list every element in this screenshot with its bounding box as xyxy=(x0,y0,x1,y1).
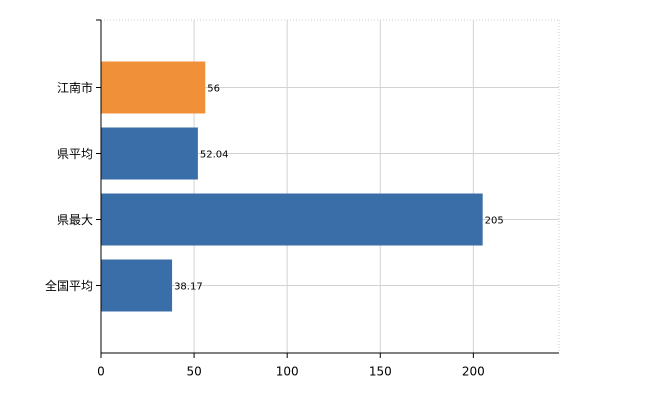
y-tick-label: 県最大 xyxy=(57,213,93,227)
bar xyxy=(101,61,206,114)
value-label: 38.17 xyxy=(174,282,203,293)
y-tick-label: 県平均 xyxy=(57,147,93,161)
value-label: 56 xyxy=(207,84,220,95)
y-tick-label: 江南市 xyxy=(57,80,93,95)
x-tick-label: 100 xyxy=(276,365,299,379)
value-label: 205 xyxy=(485,216,504,227)
x-tick-label: 50 xyxy=(186,365,201,379)
x-tick-label: 200 xyxy=(462,365,485,379)
bar xyxy=(101,193,483,246)
x-tick-label: 150 xyxy=(369,365,392,379)
y-tick-label: 全国平均 xyxy=(45,278,93,293)
bar xyxy=(101,259,173,312)
bar xyxy=(101,127,198,180)
value-label: 52.04 xyxy=(200,150,229,161)
x-tick-label: 0 xyxy=(97,365,105,379)
